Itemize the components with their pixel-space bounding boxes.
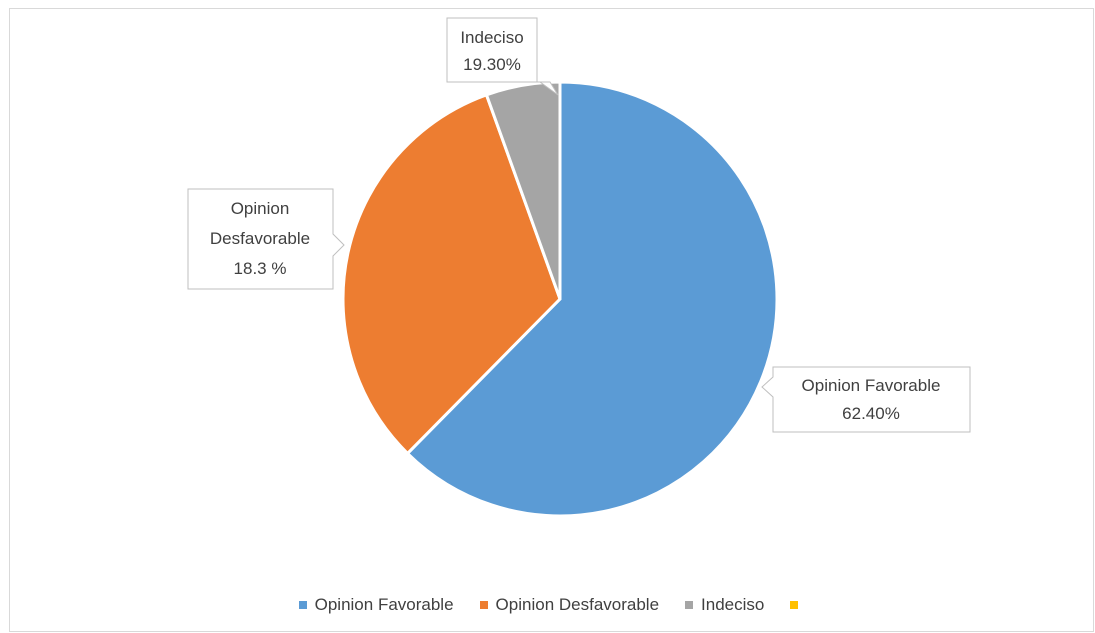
callout-indeciso-value: 19.30% [463, 55, 521, 74]
legend-item-unlabeled [790, 601, 806, 609]
callout-indeciso: Indeciso 19.30% [446, 17, 559, 96]
callout-indeciso-box [446, 17, 559, 96]
legend-swatch-indeciso [685, 601, 694, 609]
chart-area: Indeciso 19.30% Opinion Desfavorable 18.… [9, 8, 1094, 632]
callout-favorable-label: Opinion Favorable [802, 376, 941, 395]
callout-indeciso-label: Indeciso [460, 28, 523, 47]
callout-desfavorable-value: 18.3 % [234, 259, 287, 278]
callout-desfavorable-line2: Desfavorable [210, 229, 310, 248]
legend-swatch-unlabeled [790, 601, 799, 609]
legend-label-desfavorable: Opinion Desfavorable [495, 595, 660, 614]
slice-favorable [406, 80, 779, 518]
legend-item-indeciso: Indeciso [685, 595, 764, 615]
legend-swatch-favorable [298, 601, 307, 609]
callout-desfavorable-line1: Opinion [231, 199, 290, 218]
callout-favorable-value: 62.40% [842, 404, 900, 423]
slice-desfavorable [341, 93, 562, 455]
callout-desfavorable: Opinion Desfavorable 18.3 % [187, 188, 345, 290]
callout-favorable: Opinion Favorable 62.40% [761, 366, 971, 433]
chart-legend: Opinion Favorable Opinion Desfavorable I… [10, 593, 1095, 617]
legend-label-indeciso: Indeciso [701, 595, 765, 614]
legend-item-favorable: Opinion Favorable [298, 595, 454, 615]
callout-desfavorable-box [187, 188, 345, 290]
slice-indeciso [484, 80, 562, 301]
legend-swatch-desfavorable [479, 601, 488, 609]
legend-item-desfavorable: Opinion Desfavorable [479, 595, 660, 615]
pie-chart: Indeciso 19.30% Opinion Desfavorable 18.… [187, 17, 971, 518]
callout-favorable-box [761, 366, 971, 433]
pie-slices [341, 80, 779, 518]
legend-label-favorable: Opinion Favorable [314, 595, 454, 614]
